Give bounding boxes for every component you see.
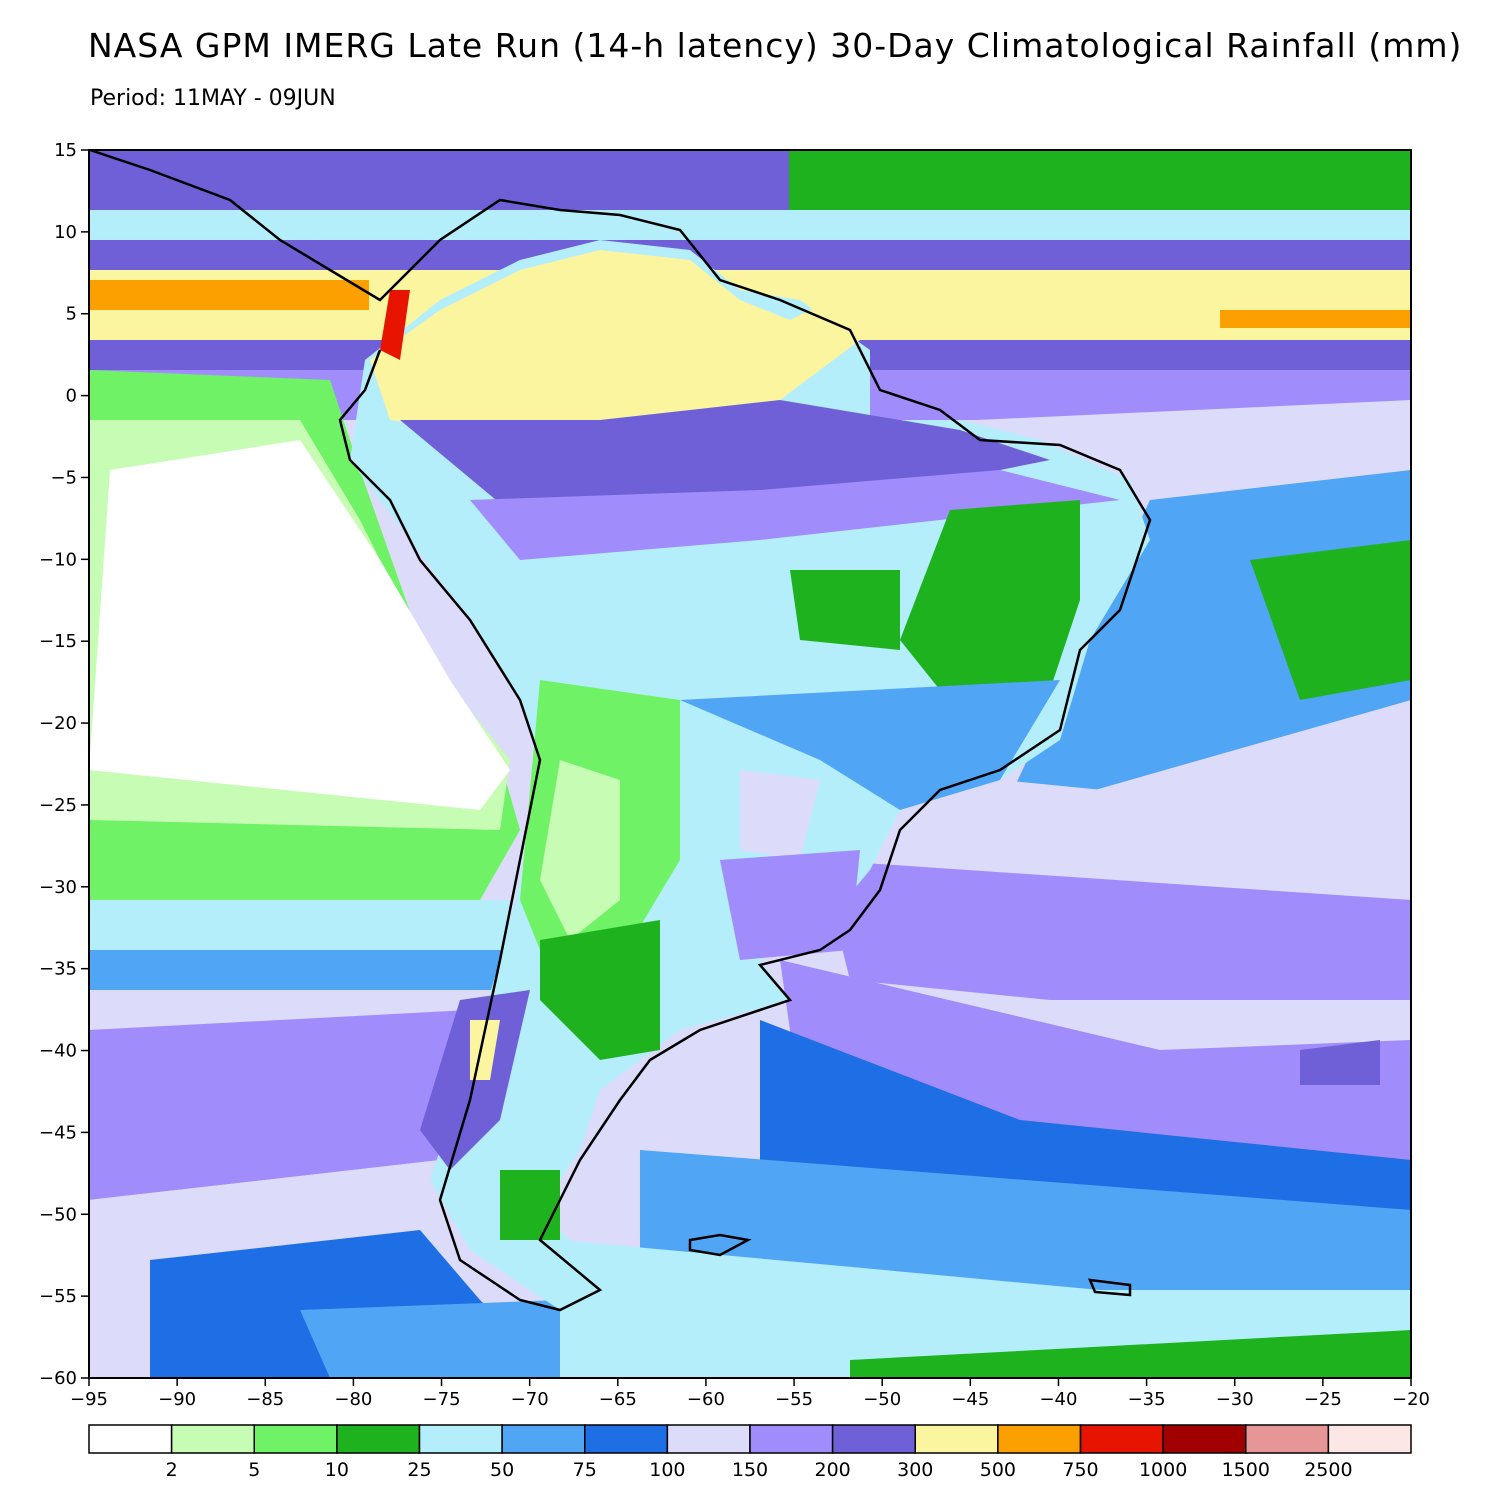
colorbar-label: 25	[407, 1459, 431, 1481]
colorbar-label: 10	[325, 1459, 349, 1481]
colorbar-label: 75	[573, 1459, 597, 1481]
colorbar-label: 200	[814, 1459, 850, 1481]
colorbar-swatch	[1327, 1424, 1412, 1454]
colorbar-label: 750	[1062, 1459, 1098, 1481]
colorbar-swatch	[501, 1424, 586, 1454]
x-tick-label: −90	[158, 1389, 196, 1410]
colorbar-swatch	[88, 1424, 173, 1454]
colorbar-swatch	[831, 1424, 916, 1454]
colorbar-label: 100	[649, 1459, 685, 1481]
x-tick-label: −35	[1128, 1389, 1166, 1410]
colorbar-swatch	[584, 1424, 669, 1454]
x-tick-label: −25	[1304, 1389, 1342, 1410]
colorbar-label: 500	[980, 1459, 1016, 1481]
x-tick-label: −95	[70, 1389, 108, 1410]
y-tick-label: 0	[66, 386, 77, 407]
colorbar-swatch	[666, 1424, 751, 1454]
y-tick-label: −5	[50, 467, 77, 488]
colorbar-label: 50	[490, 1459, 514, 1481]
y-tick-label: −25	[39, 795, 77, 816]
colorbar-swatch	[418, 1424, 503, 1454]
colorbar-swatch	[1079, 1424, 1164, 1454]
chart-title: NASA GPM IMERG Late Run (14-h latency) 3…	[88, 26, 1463, 65]
map-frame	[88, 149, 1412, 1379]
y-tick-label: −10	[39, 549, 77, 570]
x-tick-label: −20	[1392, 1389, 1430, 1410]
x-tick-label: −75	[423, 1389, 461, 1410]
y-tick-label: 5	[66, 304, 77, 325]
y-tick-label: −60	[39, 1368, 77, 1389]
x-tick-label: −50	[863, 1389, 901, 1410]
y-tick-label: −50	[39, 1204, 77, 1225]
colorbar: 2 5 10 25 50 75 100 150 200 300 500 750 1000 1500 2500	[88, 1424, 1412, 1481]
colorbar-swatch	[1162, 1424, 1247, 1454]
colorbar-label: 150	[732, 1459, 768, 1481]
rainfall-field	[89, 150, 1411, 1378]
y-tick-label: −15	[39, 631, 77, 652]
coastline	[89, 150, 1152, 1312]
x-tick-label: −30	[1216, 1389, 1254, 1410]
period-subtitle: Period: 11MAY - 09JUN	[90, 86, 336, 111]
x-tick-label: −85	[246, 1389, 284, 1410]
x-tick-label: −80	[334, 1389, 372, 1410]
colorbar-label: 1000	[1139, 1459, 1187, 1481]
y-tick-label: −40	[39, 1041, 77, 1062]
colorbar-swatch	[914, 1424, 999, 1454]
colorbar-swatch	[336, 1424, 421, 1454]
x-tick-label: −65	[599, 1389, 637, 1410]
colorbar-swatch	[253, 1424, 338, 1454]
y-tick-label: 15	[54, 140, 77, 161]
y-tick-label: −20	[39, 713, 77, 734]
colorbar-label: 1500	[1222, 1459, 1270, 1481]
x-tick-label: −55	[775, 1389, 813, 1410]
colorbar-label: 2500	[1304, 1459, 1352, 1481]
y-tick-label: −45	[39, 1122, 77, 1143]
y-axis: 15 10 5 0 −5 −10 −15 −20 −25 −30 −35 −40 −45 −50 −55 −6…	[39, 140, 89, 1389]
x-tick-label: −60	[687, 1389, 725, 1410]
colorbar-swatch	[170, 1424, 255, 1454]
y-tick-label: −35	[39, 959, 77, 980]
colorbar-label: 5	[248, 1459, 260, 1481]
y-tick-label: −30	[39, 877, 77, 898]
x-tick-label: −45	[951, 1389, 989, 1410]
colorbar-label: 2	[166, 1459, 178, 1481]
colorbar-swatch	[749, 1424, 834, 1454]
y-tick-label: −55	[39, 1286, 77, 1307]
y-tick-label: 10	[54, 222, 77, 243]
colorbar-swatch	[1245, 1424, 1330, 1454]
x-tick-label: −40	[1039, 1389, 1077, 1410]
colorbar-label: 300	[897, 1459, 933, 1481]
colorbar-swatch	[997, 1424, 1082, 1454]
x-axis: −95 −90 −85 −80 −75 −70 −65 −60 −55 −50 −45 −40 −35 −…	[70, 1378, 1430, 1410]
x-tick-label: −70	[511, 1389, 549, 1410]
